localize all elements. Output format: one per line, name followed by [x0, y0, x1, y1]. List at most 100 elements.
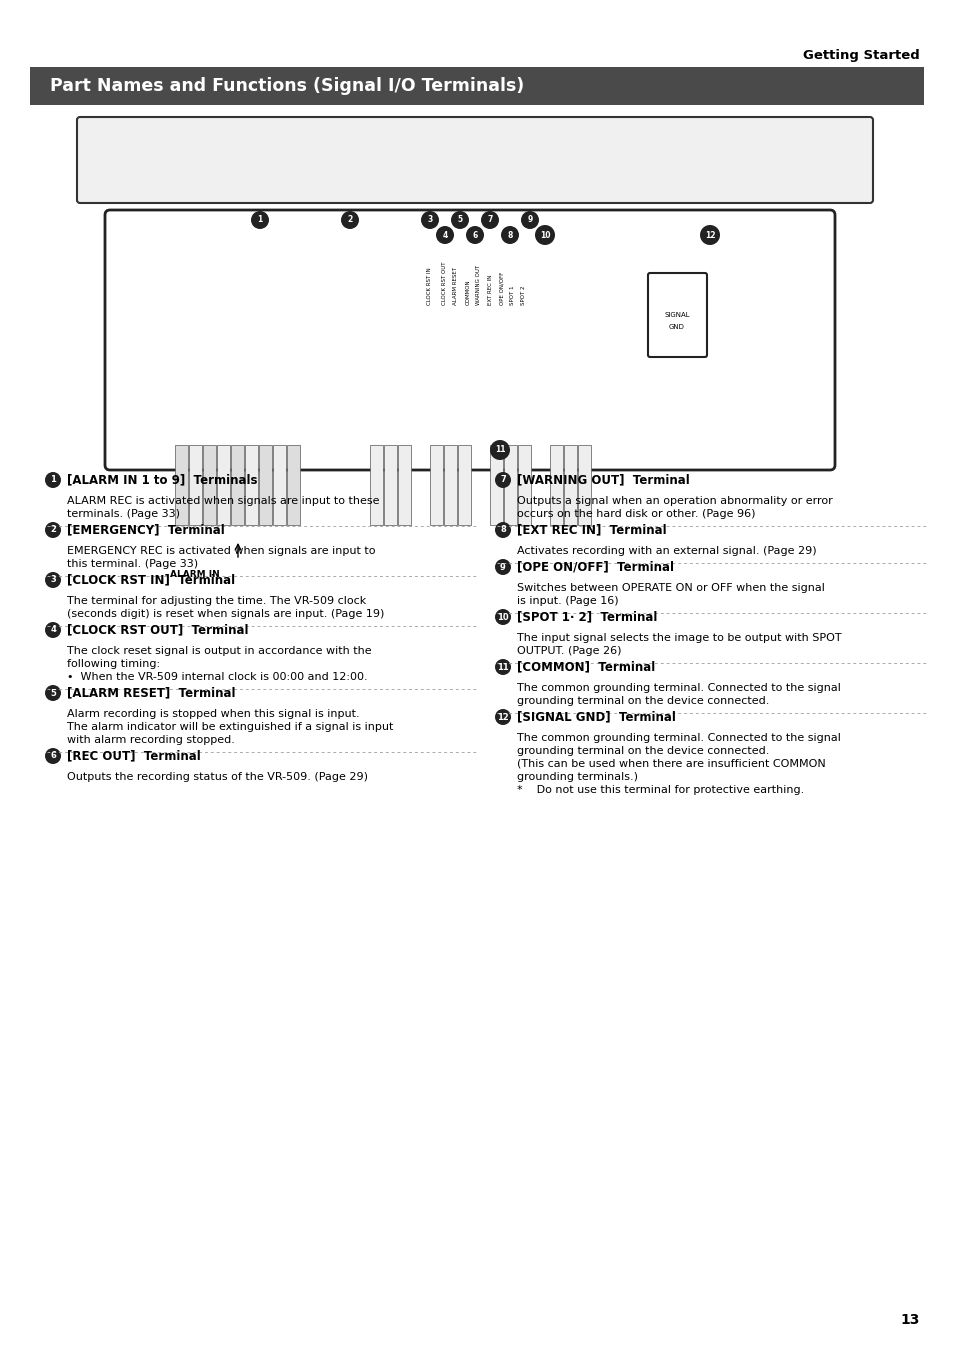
Bar — [231, 444, 244, 526]
Circle shape — [45, 621, 61, 638]
Text: SIGNAL: SIGNAL — [663, 312, 689, 317]
Text: Activates recording with an external signal. (Page 29): Activates recording with an external sig… — [517, 546, 816, 557]
Text: 2: 2 — [347, 216, 353, 224]
Circle shape — [490, 440, 510, 459]
Text: grounding terminal on the device connected.: grounding terminal on the device connect… — [517, 696, 768, 707]
Text: Outputs the recording status of the VR-509. (Page 29): Outputs the recording status of the VR-5… — [67, 771, 368, 782]
Text: [ALARM IN 1 to 9]  Terminals: [ALARM IN 1 to 9] Terminals — [67, 473, 257, 486]
Text: EXT REC IN: EXT REC IN — [488, 274, 493, 305]
Text: 7: 7 — [487, 216, 492, 224]
Bar — [578, 444, 590, 526]
Bar — [245, 444, 257, 526]
Bar — [203, 444, 215, 526]
Circle shape — [251, 211, 269, 230]
Text: [OPE ON/OFF]  Terminal: [OPE ON/OFF] Terminal — [517, 561, 673, 574]
Bar — [503, 444, 517, 526]
Text: occurs on the hard disk or other. (Page 96): occurs on the hard disk or other. (Page … — [517, 509, 755, 519]
Text: 12: 12 — [497, 712, 508, 721]
FancyBboxPatch shape — [105, 209, 834, 470]
Bar — [550, 444, 562, 526]
Text: *    Do not use this terminal for protective earthing.: * Do not use this terminal for protectiv… — [517, 785, 803, 794]
Text: 9: 9 — [499, 562, 505, 571]
Text: The terminal for adjusting the time. The VR-509 clock: The terminal for adjusting the time. The… — [67, 596, 366, 607]
Text: ALARM REC is activated when signals are input to these: ALARM REC is activated when signals are … — [67, 496, 379, 507]
Text: 11: 11 — [497, 662, 508, 671]
FancyBboxPatch shape — [30, 68, 923, 105]
Text: GND: GND — [668, 324, 684, 330]
Text: EMERGENCY REC is activated when signals are input to: EMERGENCY REC is activated when signals … — [67, 546, 375, 557]
Bar — [287, 444, 299, 526]
Text: 3: 3 — [51, 576, 56, 585]
Circle shape — [340, 211, 358, 230]
Text: [CLOCK RST IN]  Terminal: [CLOCK RST IN] Terminal — [67, 574, 234, 586]
Text: CLOCK RST OUT: CLOCK RST OUT — [442, 262, 447, 305]
Text: [CLOCK RST OUT]  Terminal: [CLOCK RST OUT] Terminal — [67, 624, 248, 636]
Text: COMMON: COMMON — [465, 280, 470, 305]
Bar — [370, 444, 382, 526]
FancyBboxPatch shape — [77, 118, 872, 203]
Text: is input. (Page 16): is input. (Page 16) — [517, 596, 618, 607]
Text: 1: 1 — [50, 476, 56, 485]
Text: (This can be used when there are insufficient COMMON: (This can be used when there are insuffi… — [517, 759, 825, 769]
Text: The common grounding terminal. Connected to the signal: The common grounding terminal. Connected… — [517, 734, 840, 743]
Bar — [189, 444, 202, 526]
Bar — [457, 444, 471, 526]
Circle shape — [520, 211, 538, 230]
Text: SPOT 1: SPOT 1 — [510, 285, 515, 305]
Text: OUTPUT. (Page 26): OUTPUT. (Page 26) — [517, 646, 620, 657]
Text: with alarm recording stopped.: with alarm recording stopped. — [67, 735, 234, 744]
Bar — [397, 444, 411, 526]
Text: WARNING OUT: WARNING OUT — [476, 265, 481, 305]
Text: Getting Started: Getting Started — [802, 49, 919, 62]
Circle shape — [495, 659, 511, 676]
Circle shape — [700, 226, 720, 245]
Circle shape — [45, 748, 61, 765]
Circle shape — [495, 559, 511, 576]
Text: [SIGNAL GND]  Terminal: [SIGNAL GND] Terminal — [517, 711, 675, 724]
Text: 3: 3 — [427, 216, 432, 224]
Text: following timing:: following timing: — [67, 659, 160, 669]
Text: SPOT 2: SPOT 2 — [521, 285, 526, 305]
Text: [SPOT 1· 2]  Terminal: [SPOT 1· 2] Terminal — [517, 611, 657, 624]
Text: 10: 10 — [497, 612, 508, 621]
Bar — [443, 444, 456, 526]
Text: 1: 1 — [257, 216, 262, 224]
Text: [WARNING OUT]  Terminal: [WARNING OUT] Terminal — [517, 473, 689, 486]
Text: 11: 11 — [495, 446, 505, 454]
Circle shape — [451, 211, 469, 230]
Text: ALARM RESET: ALARM RESET — [453, 267, 458, 305]
Bar — [273, 444, 286, 526]
Text: Switches between OPERATE ON or OFF when the signal: Switches between OPERATE ON or OFF when … — [517, 584, 824, 593]
Text: ALARM IN: ALARM IN — [170, 570, 219, 580]
Text: Part Names and Functions (Signal I/O Terminals): Part Names and Functions (Signal I/O Ter… — [50, 77, 524, 95]
Circle shape — [495, 609, 511, 626]
Text: 4: 4 — [442, 231, 447, 239]
Bar — [517, 444, 531, 526]
Bar — [490, 444, 502, 526]
Bar — [258, 444, 272, 526]
Text: 10: 10 — [539, 231, 550, 239]
Circle shape — [480, 211, 498, 230]
Circle shape — [535, 226, 555, 245]
Bar — [563, 444, 577, 526]
Bar — [384, 444, 396, 526]
Text: The clock reset signal is output in accordance with the: The clock reset signal is output in acco… — [67, 646, 372, 657]
Text: 5: 5 — [456, 216, 462, 224]
Text: 8: 8 — [499, 526, 505, 535]
Text: 7: 7 — [499, 476, 505, 485]
Text: grounding terminal on the device connected.: grounding terminal on the device connect… — [517, 746, 768, 757]
Text: 8: 8 — [507, 231, 512, 239]
Circle shape — [45, 521, 61, 538]
Text: 13: 13 — [900, 1313, 919, 1327]
Circle shape — [495, 471, 511, 488]
Text: terminals. (Page 33): terminals. (Page 33) — [67, 509, 180, 519]
Text: 12: 12 — [704, 231, 715, 239]
Text: The common grounding terminal. Connected to the signal: The common grounding terminal. Connected… — [517, 684, 840, 693]
Text: [EXT REC IN]  Terminal: [EXT REC IN] Terminal — [517, 523, 666, 536]
Circle shape — [465, 226, 483, 245]
Text: 4: 4 — [50, 626, 56, 635]
Text: 9: 9 — [527, 216, 532, 224]
Text: 6: 6 — [472, 231, 477, 239]
Text: [COMMON]  Terminal: [COMMON] Terminal — [517, 661, 655, 674]
Circle shape — [45, 471, 61, 488]
